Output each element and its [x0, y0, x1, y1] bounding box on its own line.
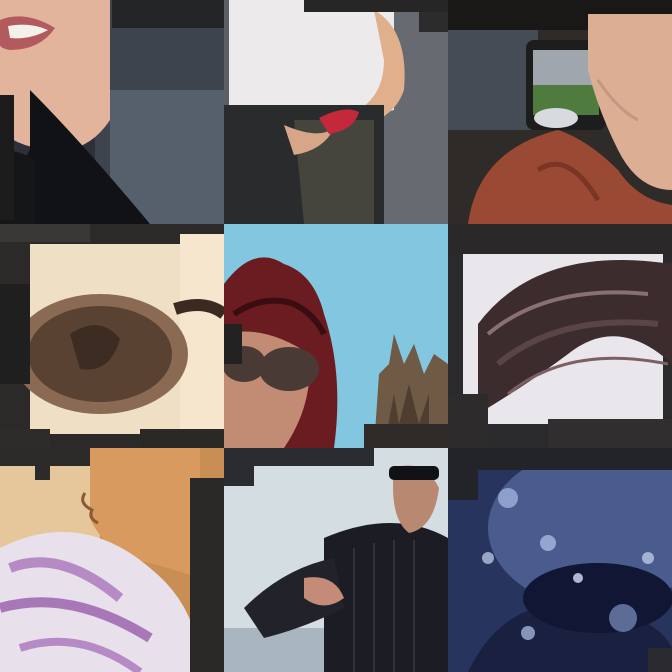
profile-photo [0, 448, 224, 672]
sky-portrait-photo [224, 224, 448, 448]
underwater-photo [448, 448, 672, 672]
photo-tile-sunglasses [0, 224, 224, 448]
photo-tile-underwater [448, 448, 672, 672]
photo-tile-hair [448, 224, 672, 448]
sunglasses-photo [0, 224, 224, 448]
photo-tile-hair-sky [224, 224, 448, 448]
photo-tile-car [448, 0, 672, 224]
photo-tile-smile [0, 0, 224, 224]
photo-tile-pinstripe [224, 448, 448, 672]
pinstripe-photo [224, 448, 448, 672]
photo-tile-profile [0, 448, 224, 672]
tshirt-photo [224, 0, 448, 224]
car-interior-photo [448, 0, 672, 224]
smile-photo [0, 0, 224, 224]
windblown-hair-photo [448, 224, 672, 448]
photo-tile-tshirt [224, 0, 448, 224]
